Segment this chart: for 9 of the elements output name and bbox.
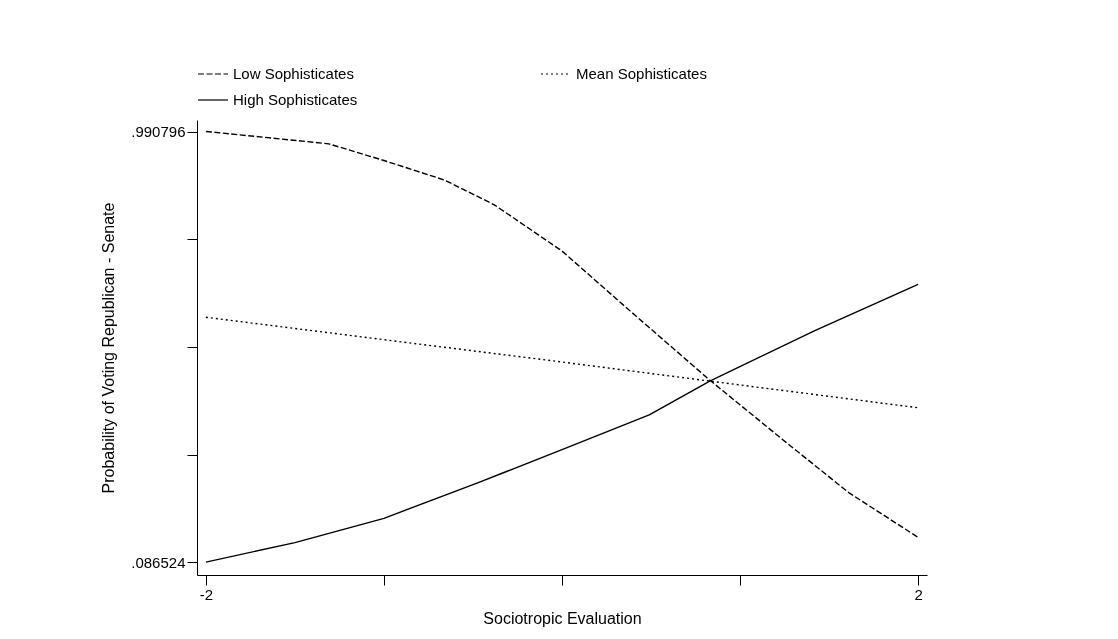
x-tick-label: 2 [914,585,923,603]
x-axis-title: Sociotropic Evaluation [483,609,642,627]
y-tick-label: .086524 [131,553,186,571]
x-tick-label: -2 [199,585,214,603]
legend-label: High Sophisticates [233,91,358,108]
y-tick-label: .990796 [131,123,186,141]
y-axis-title: Probability of Voting Republican - Senate [100,202,118,494]
legend-label: Mean Sophisticates [576,65,707,82]
legend-label: Low Sophisticates [233,65,354,82]
